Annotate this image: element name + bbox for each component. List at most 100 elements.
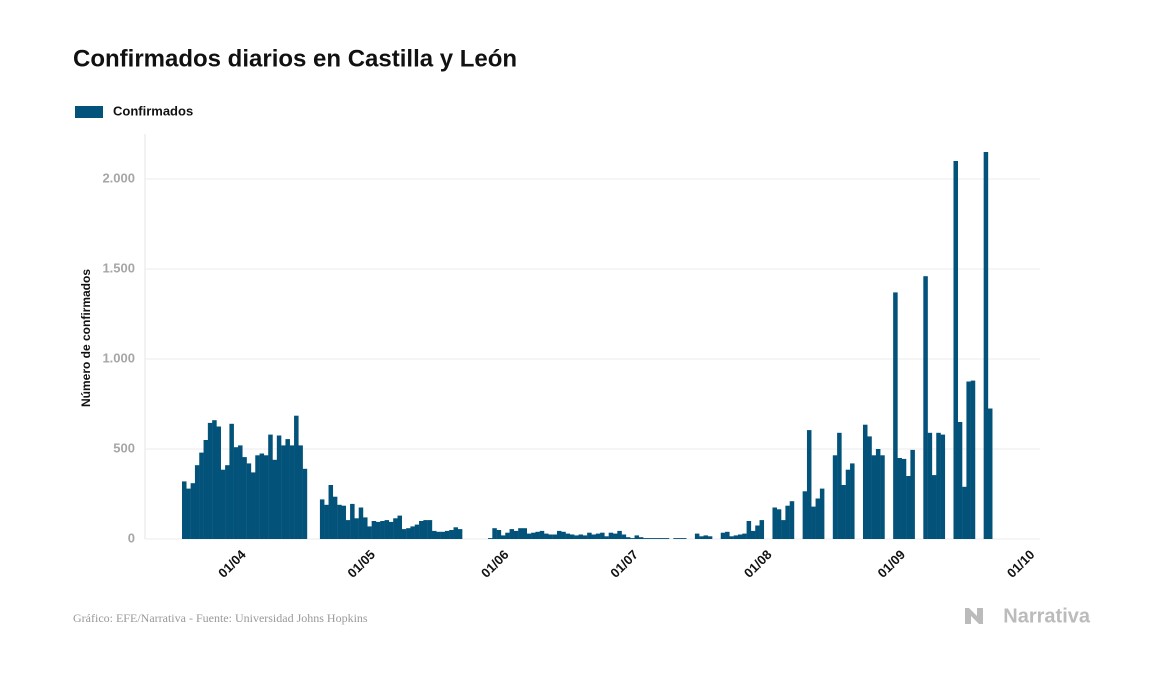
y-tick-label: 2.000	[102, 170, 135, 185]
bar	[625, 537, 631, 539]
y-axis-label: Número de confirmados	[79, 269, 93, 407]
bar	[371, 521, 377, 539]
bar	[294, 415, 299, 539]
bar	[556, 530, 562, 539]
bar	[608, 532, 614, 539]
y-tick-label: 0	[128, 530, 135, 545]
bar	[617, 530, 622, 539]
bar	[643, 538, 648, 539]
y-tick-label: 1.500	[102, 260, 135, 275]
bar	[729, 536, 734, 539]
bar	[393, 518, 398, 539]
bar	[893, 292, 898, 539]
bar	[647, 538, 652, 539]
bar	[638, 537, 644, 539]
bar	[182, 481, 187, 539]
bar	[350, 503, 355, 539]
bar	[862, 424, 868, 539]
bar	[755, 525, 760, 539]
bar	[720, 532, 726, 539]
bar	[500, 535, 506, 539]
bar	[194, 465, 200, 539]
bar	[837, 432, 842, 539]
bar	[664, 538, 670, 539]
bar	[940, 434, 946, 539]
bar	[509, 529, 515, 539]
bar	[199, 452, 204, 539]
bar	[630, 538, 635, 539]
bar	[220, 469, 226, 539]
bar	[427, 520, 433, 539]
bar	[595, 533, 601, 539]
bar	[970, 380, 976, 539]
bar	[750, 530, 756, 539]
bar	[190, 483, 196, 539]
x-tick-label: 01/07	[607, 547, 641, 581]
bar	[302, 468, 308, 539]
bar	[737, 534, 743, 539]
bar	[802, 491, 808, 539]
bar	[518, 528, 523, 539]
bar	[358, 507, 364, 539]
bar	[953, 161, 958, 539]
source: Gráfico: EFE/Narrativa - Fuente: Univers…	[73, 611, 368, 625]
x-tick-label: 01/09	[875, 547, 909, 581]
bar	[440, 531, 446, 539]
bar	[552, 534, 558, 539]
bar	[513, 530, 519, 539]
x-tick-label: 01/06	[478, 547, 512, 581]
bar	[212, 420, 217, 539]
bar	[987, 408, 993, 539]
bar	[634, 535, 640, 539]
bar	[906, 476, 911, 539]
bar	[867, 436, 872, 539]
bar	[897, 458, 902, 539]
bar	[806, 430, 812, 539]
bar	[832, 455, 838, 539]
bar	[815, 498, 821, 539]
bar	[600, 532, 605, 539]
bar	[285, 439, 290, 539]
bar	[673, 538, 678, 539]
bar	[910, 449, 915, 539]
legend-label: Confirmados	[113, 103, 193, 118]
bar	[578, 534, 584, 539]
bar	[332, 496, 338, 539]
brand-logo	[965, 608, 983, 624]
bar	[957, 422, 963, 539]
bar	[544, 533, 549, 539]
bar	[703, 535, 709, 539]
bar	[410, 526, 415, 539]
bar	[449, 530, 454, 539]
bar	[574, 535, 579, 539]
bar	[871, 455, 877, 539]
bar	[621, 534, 627, 539]
bar	[772, 507, 777, 539]
x-tick-label: 01/04	[215, 546, 249, 580]
bar	[776, 509, 782, 539]
bar	[255, 455, 260, 539]
bar	[431, 530, 437, 539]
bar	[397, 515, 403, 539]
bar	[660, 538, 665, 539]
bar	[225, 465, 230, 539]
bar	[677, 538, 683, 539]
bar	[207, 422, 213, 539]
bar	[789, 501, 795, 539]
bar	[238, 445, 243, 539]
bar	[229, 423, 234, 539]
bar	[242, 457, 247, 539]
bar	[651, 538, 657, 539]
bar	[388, 521, 394, 539]
bar	[341, 505, 346, 539]
bar	[363, 517, 368, 539]
bar	[281, 445, 286, 539]
bar	[401, 529, 407, 539]
bar	[337, 504, 342, 539]
bar	[505, 532, 510, 539]
legend-swatch	[75, 106, 103, 118]
bar	[453, 527, 459, 539]
y-tick-label: 500	[113, 440, 135, 455]
bar	[380, 521, 385, 539]
bar	[936, 432, 941, 539]
